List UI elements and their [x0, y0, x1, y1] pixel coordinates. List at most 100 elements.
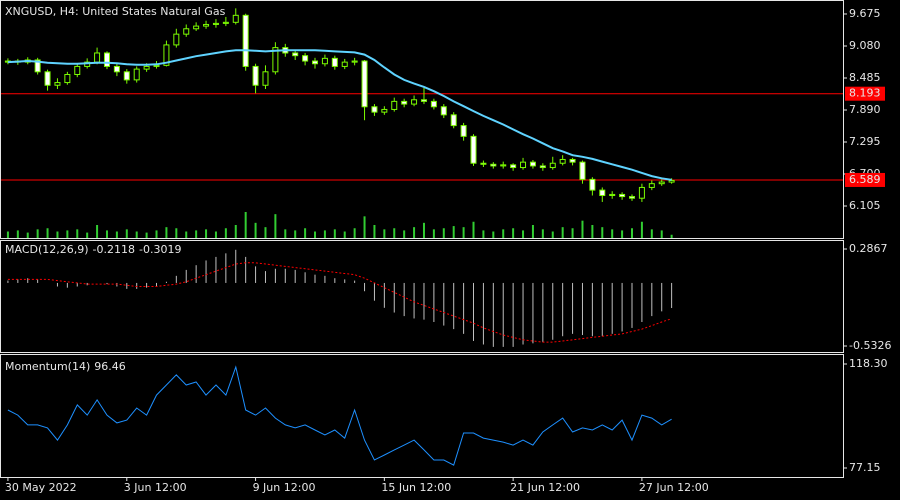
volume-bar: [541, 229, 544, 238]
candle-body: [460, 125, 467, 137]
x-tick-label: 27 Jun 12:00: [639, 481, 709, 494]
price-pane-frame: [0, 0, 844, 239]
candle-body: [203, 23, 210, 27]
x-tick-label: 21 Jun 12:00: [510, 481, 580, 494]
candle-body: [143, 65, 150, 70]
volume-bar: [333, 229, 336, 238]
y-tick-label: 9.675: [849, 7, 881, 20]
volume-bar: [601, 227, 604, 238]
volume-bar: [274, 214, 277, 238]
volume-bar: [631, 228, 634, 238]
y-tick-label: 7.890: [849, 103, 881, 116]
candle-body: [480, 162, 487, 165]
y-tick-label: 9.080: [849, 39, 881, 52]
candle-body: [609, 193, 616, 197]
volume-bar: [214, 231, 217, 238]
volume-bar: [234, 225, 237, 238]
volume-bar: [96, 225, 99, 238]
candle-body: [163, 44, 170, 66]
indicator-label: Momentum(14) 96.46: [5, 360, 126, 373]
volume-bar: [502, 229, 505, 238]
candle-body: [153, 64, 160, 67]
candle-body: [619, 193, 626, 198]
volume-bar: [294, 230, 297, 238]
candle-body: [470, 135, 477, 164]
y-tick-label: 7.295: [849, 135, 881, 148]
volume-bar: [165, 227, 168, 238]
candle-body: [302, 55, 309, 62]
x-tick-label: 3 Jun 12:00: [124, 481, 187, 494]
candle-body: [54, 82, 61, 86]
volume-bar: [571, 228, 574, 238]
candle-body: [411, 99, 418, 105]
price-level-tag: [845, 172, 885, 187]
volume-bar: [175, 228, 178, 238]
candle-body: [500, 164, 507, 167]
volume-bar: [314, 231, 317, 238]
y-tick-label: 0.2867: [849, 242, 888, 255]
y-tick-label: 6.105: [849, 199, 881, 212]
volume-bar: [135, 231, 138, 238]
volume-bar: [284, 229, 287, 238]
macd-pane-frame: [0, 240, 844, 353]
volume-bar: [115, 231, 118, 238]
candle-body: [351, 60, 358, 63]
candle-body: [629, 196, 636, 199]
candle-body: [371, 106, 378, 113]
volume-bar: [244, 212, 247, 238]
candle-body: [113, 65, 120, 73]
candle-body: [440, 106, 447, 116]
y-tick-label: 8.485: [849, 71, 881, 84]
candle-body: [490, 163, 497, 167]
candle-body: [381, 108, 388, 113]
y-tick-label: -0.5326: [849, 339, 891, 352]
volume-bar: [432, 229, 435, 238]
chart-title: XNGUSD, H4: United States Natural Gas: [5, 5, 226, 18]
volume-bar: [492, 231, 495, 238]
volume-bar: [522, 230, 525, 238]
candle-body: [222, 21, 229, 24]
frames: [0, 0, 844, 478]
volume-bar: [561, 227, 564, 238]
candle-body: [173, 33, 180, 46]
candle-body: [589, 178, 596, 191]
volume-bar: [403, 230, 406, 238]
x-tick-label: 30 May 2022: [5, 481, 77, 494]
y-tick-label: 118.30: [849, 357, 888, 370]
volume-bar: [393, 228, 396, 238]
candle-body: [539, 165, 546, 169]
candle-body: [361, 60, 368, 108]
volume-bar: [185, 231, 188, 238]
candle-body: [64, 73, 71, 84]
price-level-label: 6.589: [849, 173, 881, 186]
volume-bar: [551, 231, 554, 238]
price-level-tag: [845, 86, 885, 101]
candle-body: [34, 59, 41, 73]
volume-bar: [442, 228, 445, 238]
candle-body: [74, 65, 81, 75]
volume-bar: [56, 231, 59, 238]
y-tick-label: 77.15: [849, 461, 881, 474]
volume-bar: [353, 228, 356, 238]
candle-body: [579, 161, 586, 180]
volume-bar: [373, 225, 376, 238]
momentum-line: [7, 365, 672, 466]
x-tick-label: 15 Jun 12:00: [381, 481, 451, 494]
volume-bar: [16, 230, 19, 238]
moving-average-line: [7, 49, 672, 181]
volume-bar: [66, 230, 69, 238]
volume-bar: [482, 230, 485, 238]
candle-body: [312, 60, 319, 65]
candle-body: [44, 71, 51, 86]
candle-body: [331, 57, 338, 67]
volume-bar: [621, 230, 624, 238]
volume-bar: [640, 221, 643, 238]
candle-body: [321, 57, 328, 65]
candle-body: [133, 68, 140, 81]
x-tick-label: 9 Jun 12:00: [253, 481, 316, 494]
candle-body: [94, 52, 101, 63]
signal-value: -0.3019: [139, 243, 181, 256]
